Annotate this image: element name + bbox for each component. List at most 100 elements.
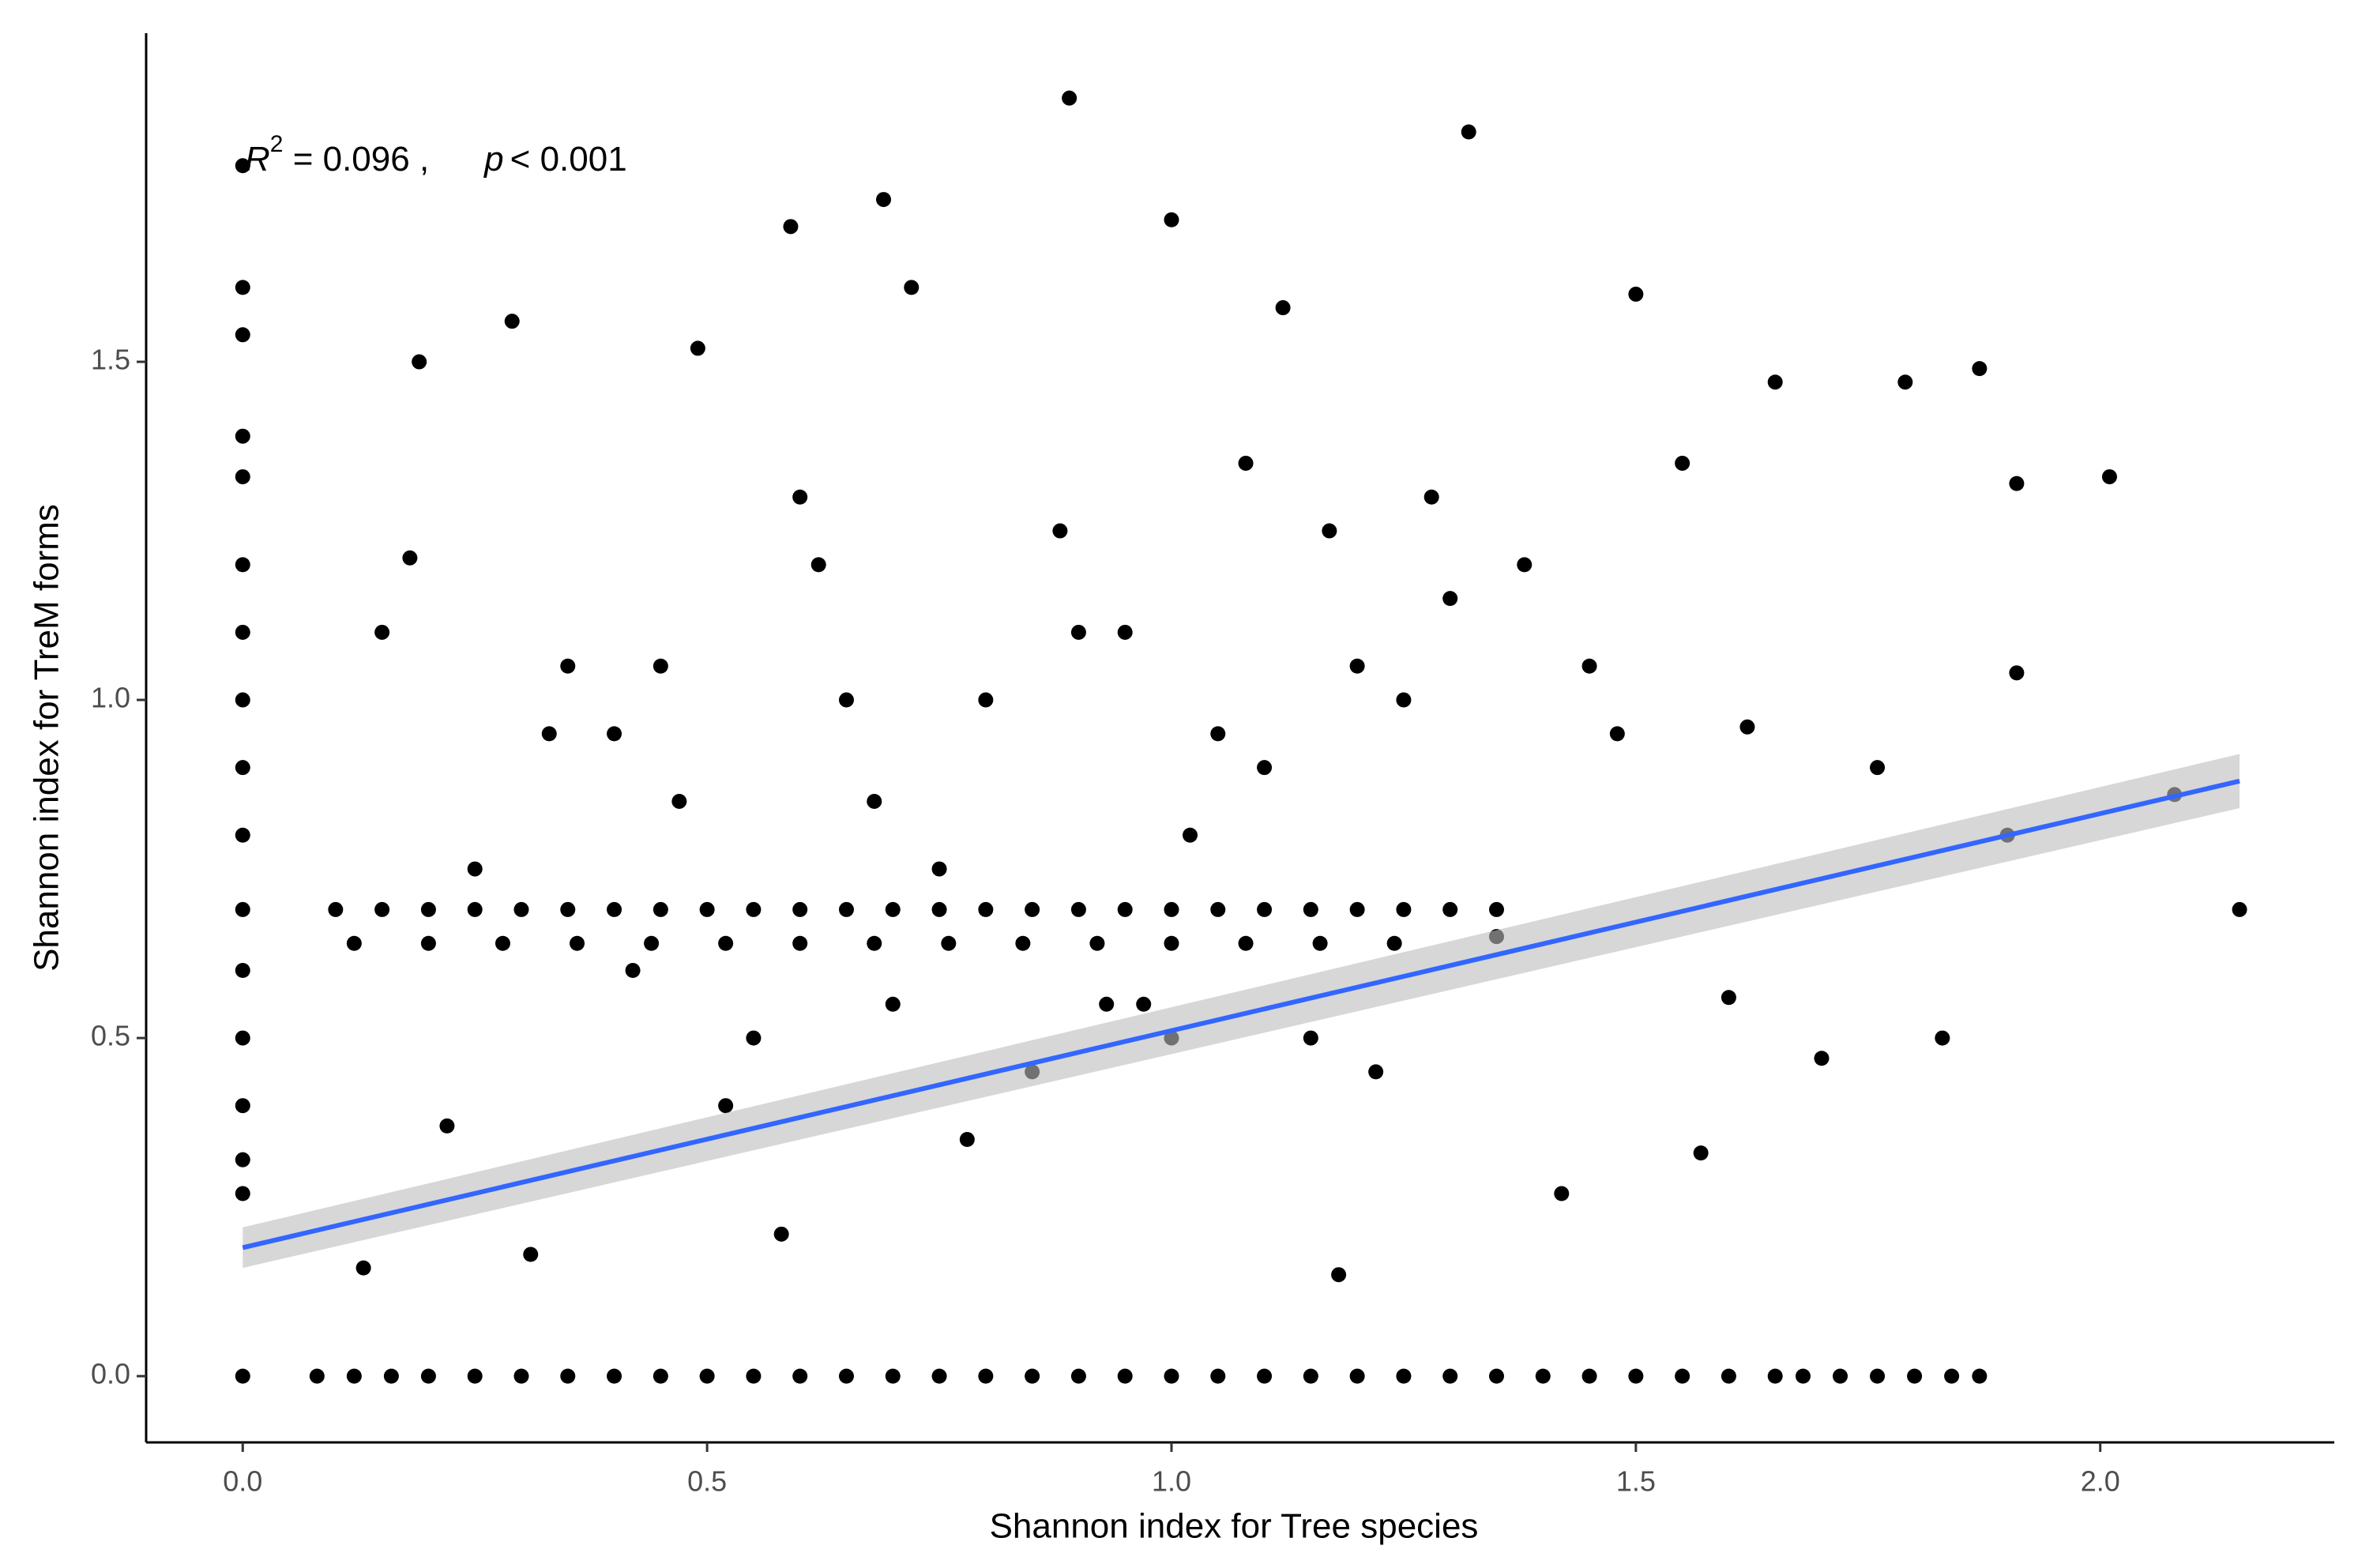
point [1795, 1368, 1811, 1384]
point [1210, 1368, 1226, 1384]
point [1396, 1368, 1412, 1384]
point [931, 861, 947, 877]
point [1675, 455, 1690, 471]
point [1303, 1368, 1318, 1384]
point [783, 219, 799, 235]
point [235, 280, 250, 295]
point [1386, 935, 1402, 951]
point [1331, 1267, 1347, 1283]
point [2009, 665, 2025, 681]
point [560, 901, 576, 917]
point [420, 935, 436, 951]
point [467, 1368, 483, 1384]
point [1164, 212, 1179, 227]
point [235, 962, 250, 978]
point [1062, 90, 1077, 106]
point [235, 158, 250, 174]
point [746, 1368, 762, 1384]
annotation-r-text: = 0.096 , [283, 140, 429, 179]
point [885, 996, 901, 1012]
point [1442, 901, 1458, 917]
point [1396, 901, 1412, 917]
point [235, 1030, 250, 1046]
annotation-r: R [245, 140, 270, 179]
y-tick-label: 0.0 [91, 1358, 130, 1390]
point [838, 901, 854, 917]
point [1210, 901, 1226, 917]
point [1349, 658, 1365, 674]
point [1628, 286, 1644, 302]
point [1183, 827, 1198, 843]
point [792, 489, 808, 505]
x-tick-label: 1.0 [1152, 1465, 1191, 1498]
point [1070, 901, 1086, 917]
point [235, 901, 250, 917]
point [1117, 901, 1133, 917]
point [235, 1098, 250, 1114]
point [1052, 523, 1068, 539]
y-tick-label: 1.0 [91, 682, 130, 714]
point [671, 793, 687, 809]
point [931, 901, 947, 917]
annotation-p: p [483, 140, 503, 179]
point [978, 901, 994, 917]
point [1164, 935, 1179, 951]
point [1099, 996, 1115, 1012]
point [1238, 935, 1254, 951]
point [1461, 124, 1476, 140]
point [1210, 726, 1226, 742]
point [1721, 990, 1736, 1006]
point [792, 1368, 808, 1384]
point [513, 901, 529, 917]
point [1935, 1030, 1950, 1046]
point [718, 935, 734, 951]
point [652, 901, 668, 917]
point [1767, 374, 1783, 390]
point [235, 624, 250, 640]
point [1257, 901, 1273, 917]
point [235, 428, 250, 444]
point [560, 1368, 576, 1384]
point [1117, 624, 1133, 640]
point [1275, 300, 1291, 316]
point [1870, 1368, 1886, 1384]
point [699, 901, 715, 917]
point [1767, 1368, 1783, 1384]
point [652, 658, 668, 674]
point [383, 1368, 399, 1384]
point [1870, 760, 1886, 776]
point [1693, 1145, 1709, 1161]
point [570, 935, 585, 951]
point [1675, 1368, 1690, 1384]
point [467, 861, 483, 877]
point [2101, 469, 2117, 485]
point [523, 1247, 539, 1262]
x-axis-title: Shannon index for Tree species [990, 1507, 1479, 1546]
point [328, 901, 344, 917]
point [746, 901, 762, 917]
point [1581, 658, 1597, 674]
point [355, 1260, 371, 1276]
point [235, 469, 250, 485]
point [885, 901, 901, 917]
point [867, 793, 882, 809]
point [541, 726, 557, 742]
point [1257, 1368, 1273, 1384]
point [1517, 557, 1533, 573]
point [1907, 1368, 1923, 1384]
point [235, 692, 250, 708]
x-tick-label: 0.0 [223, 1465, 262, 1498]
point [374, 901, 390, 917]
point [374, 624, 390, 640]
point [1944, 1368, 1960, 1384]
point [792, 901, 808, 917]
point [1488, 901, 1504, 917]
point [420, 901, 436, 917]
point [690, 340, 705, 356]
point [235, 1368, 250, 1384]
point [467, 901, 483, 917]
y-axis-title: Shannon index for TreM forms [28, 504, 66, 972]
point [885, 1368, 901, 1384]
point [1070, 624, 1086, 640]
fit-line [242, 778, 2240, 1250]
